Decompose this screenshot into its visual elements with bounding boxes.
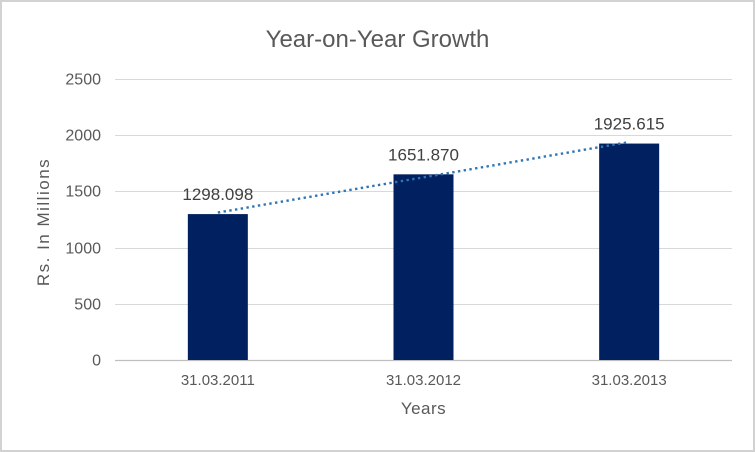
y-tick-label: 1500 [65,184,101,201]
x-axis-title: Years [400,399,447,418]
y-tick-label: 2000 [65,128,101,145]
data-label: 1651.870 [388,145,459,164]
y-tick-label: 0 [92,353,101,370]
bar-31.03.2011 [187,214,248,360]
data-label: 1925.615 [594,115,665,134]
y-tick-label: 2500 [65,72,101,89]
x-tick-label: 31.03.2013 [592,372,667,389]
y-tick-label: 1000 [65,241,101,258]
x-tick-label: 31.03.2012 [386,372,461,389]
bar-31.03.2012 [393,174,454,360]
y-tick-label: 500 [74,297,101,314]
chart-title: Year-on-Year Growth [265,26,490,53]
bar-31.03.2013 [599,143,660,360]
data-label: 1298.098 [182,185,253,204]
x-tick-label: 31.03.2011 [181,372,255,389]
